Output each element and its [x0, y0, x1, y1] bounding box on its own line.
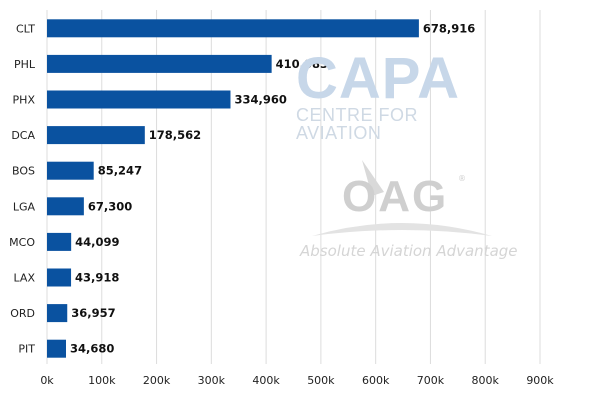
- category-label: BOS: [12, 165, 35, 178]
- bar: [47, 126, 145, 145]
- bar: [47, 197, 84, 216]
- oag-logo-text: OAG: [342, 172, 449, 221]
- x-tick-label: 600k: [362, 374, 390, 387]
- data-label: 36,957: [71, 306, 115, 320]
- x-tick-label: 900k: [526, 374, 554, 387]
- category-label: LGA: [13, 200, 36, 213]
- data-label: 410,083: [276, 57, 328, 71]
- bar: [47, 54, 272, 73]
- bar: [47, 161, 94, 180]
- bar: [47, 304, 68, 323]
- data-label: 44,099: [75, 235, 119, 249]
- data-label: 178,562: [149, 128, 201, 142]
- data-label: 678,916: [423, 21, 475, 35]
- category-label: MCO: [9, 236, 35, 249]
- x-tick-label: 400k: [252, 374, 280, 387]
- data-label: 43,918: [75, 271, 119, 285]
- data-label: 34,680: [70, 342, 114, 356]
- bar: [47, 268, 72, 287]
- data-label: 85,247: [98, 164, 142, 178]
- bar: [47, 19, 419, 38]
- category-label: PHL: [14, 58, 36, 71]
- oag-tagline: Absolute Aviation Advantage: [300, 242, 518, 260]
- bar: [47, 232, 72, 251]
- capa-watermark: CAPA CENTRE FOR AVIATION: [296, 46, 506, 143]
- x-tick-label: 300k: [198, 374, 226, 387]
- bar: [47, 339, 66, 358]
- data-label: 67,300: [88, 199, 132, 213]
- category-label: DCA: [11, 129, 35, 142]
- category-label: PIT: [18, 343, 35, 356]
- capa-logo-text: CAPA: [296, 46, 461, 111]
- category-label: CLT: [16, 22, 35, 35]
- oag-registered-mark: ®: [458, 174, 466, 183]
- x-tick-label: 0k: [40, 374, 54, 387]
- data-label: 334,960: [234, 93, 286, 107]
- bar: [47, 90, 231, 109]
- oag-watermark: OAG ® Absolute Aviation Advantage: [292, 158, 518, 268]
- x-tick-label: 800k: [472, 374, 500, 387]
- category-label: LAX: [14, 272, 36, 285]
- oag-swoosh-icon: [312, 160, 492, 236]
- x-tick-label: 100k: [88, 374, 116, 387]
- capa-logo-subtitle: CENTRE FOR AVIATION: [296, 105, 418, 143]
- x-tick-label: 500k: [307, 374, 335, 387]
- category-label: ORD: [10, 307, 35, 320]
- x-tick-label: 200k: [143, 374, 171, 387]
- x-tick-label: 700k: [417, 374, 445, 387]
- category-label: PHX: [13, 94, 36, 107]
